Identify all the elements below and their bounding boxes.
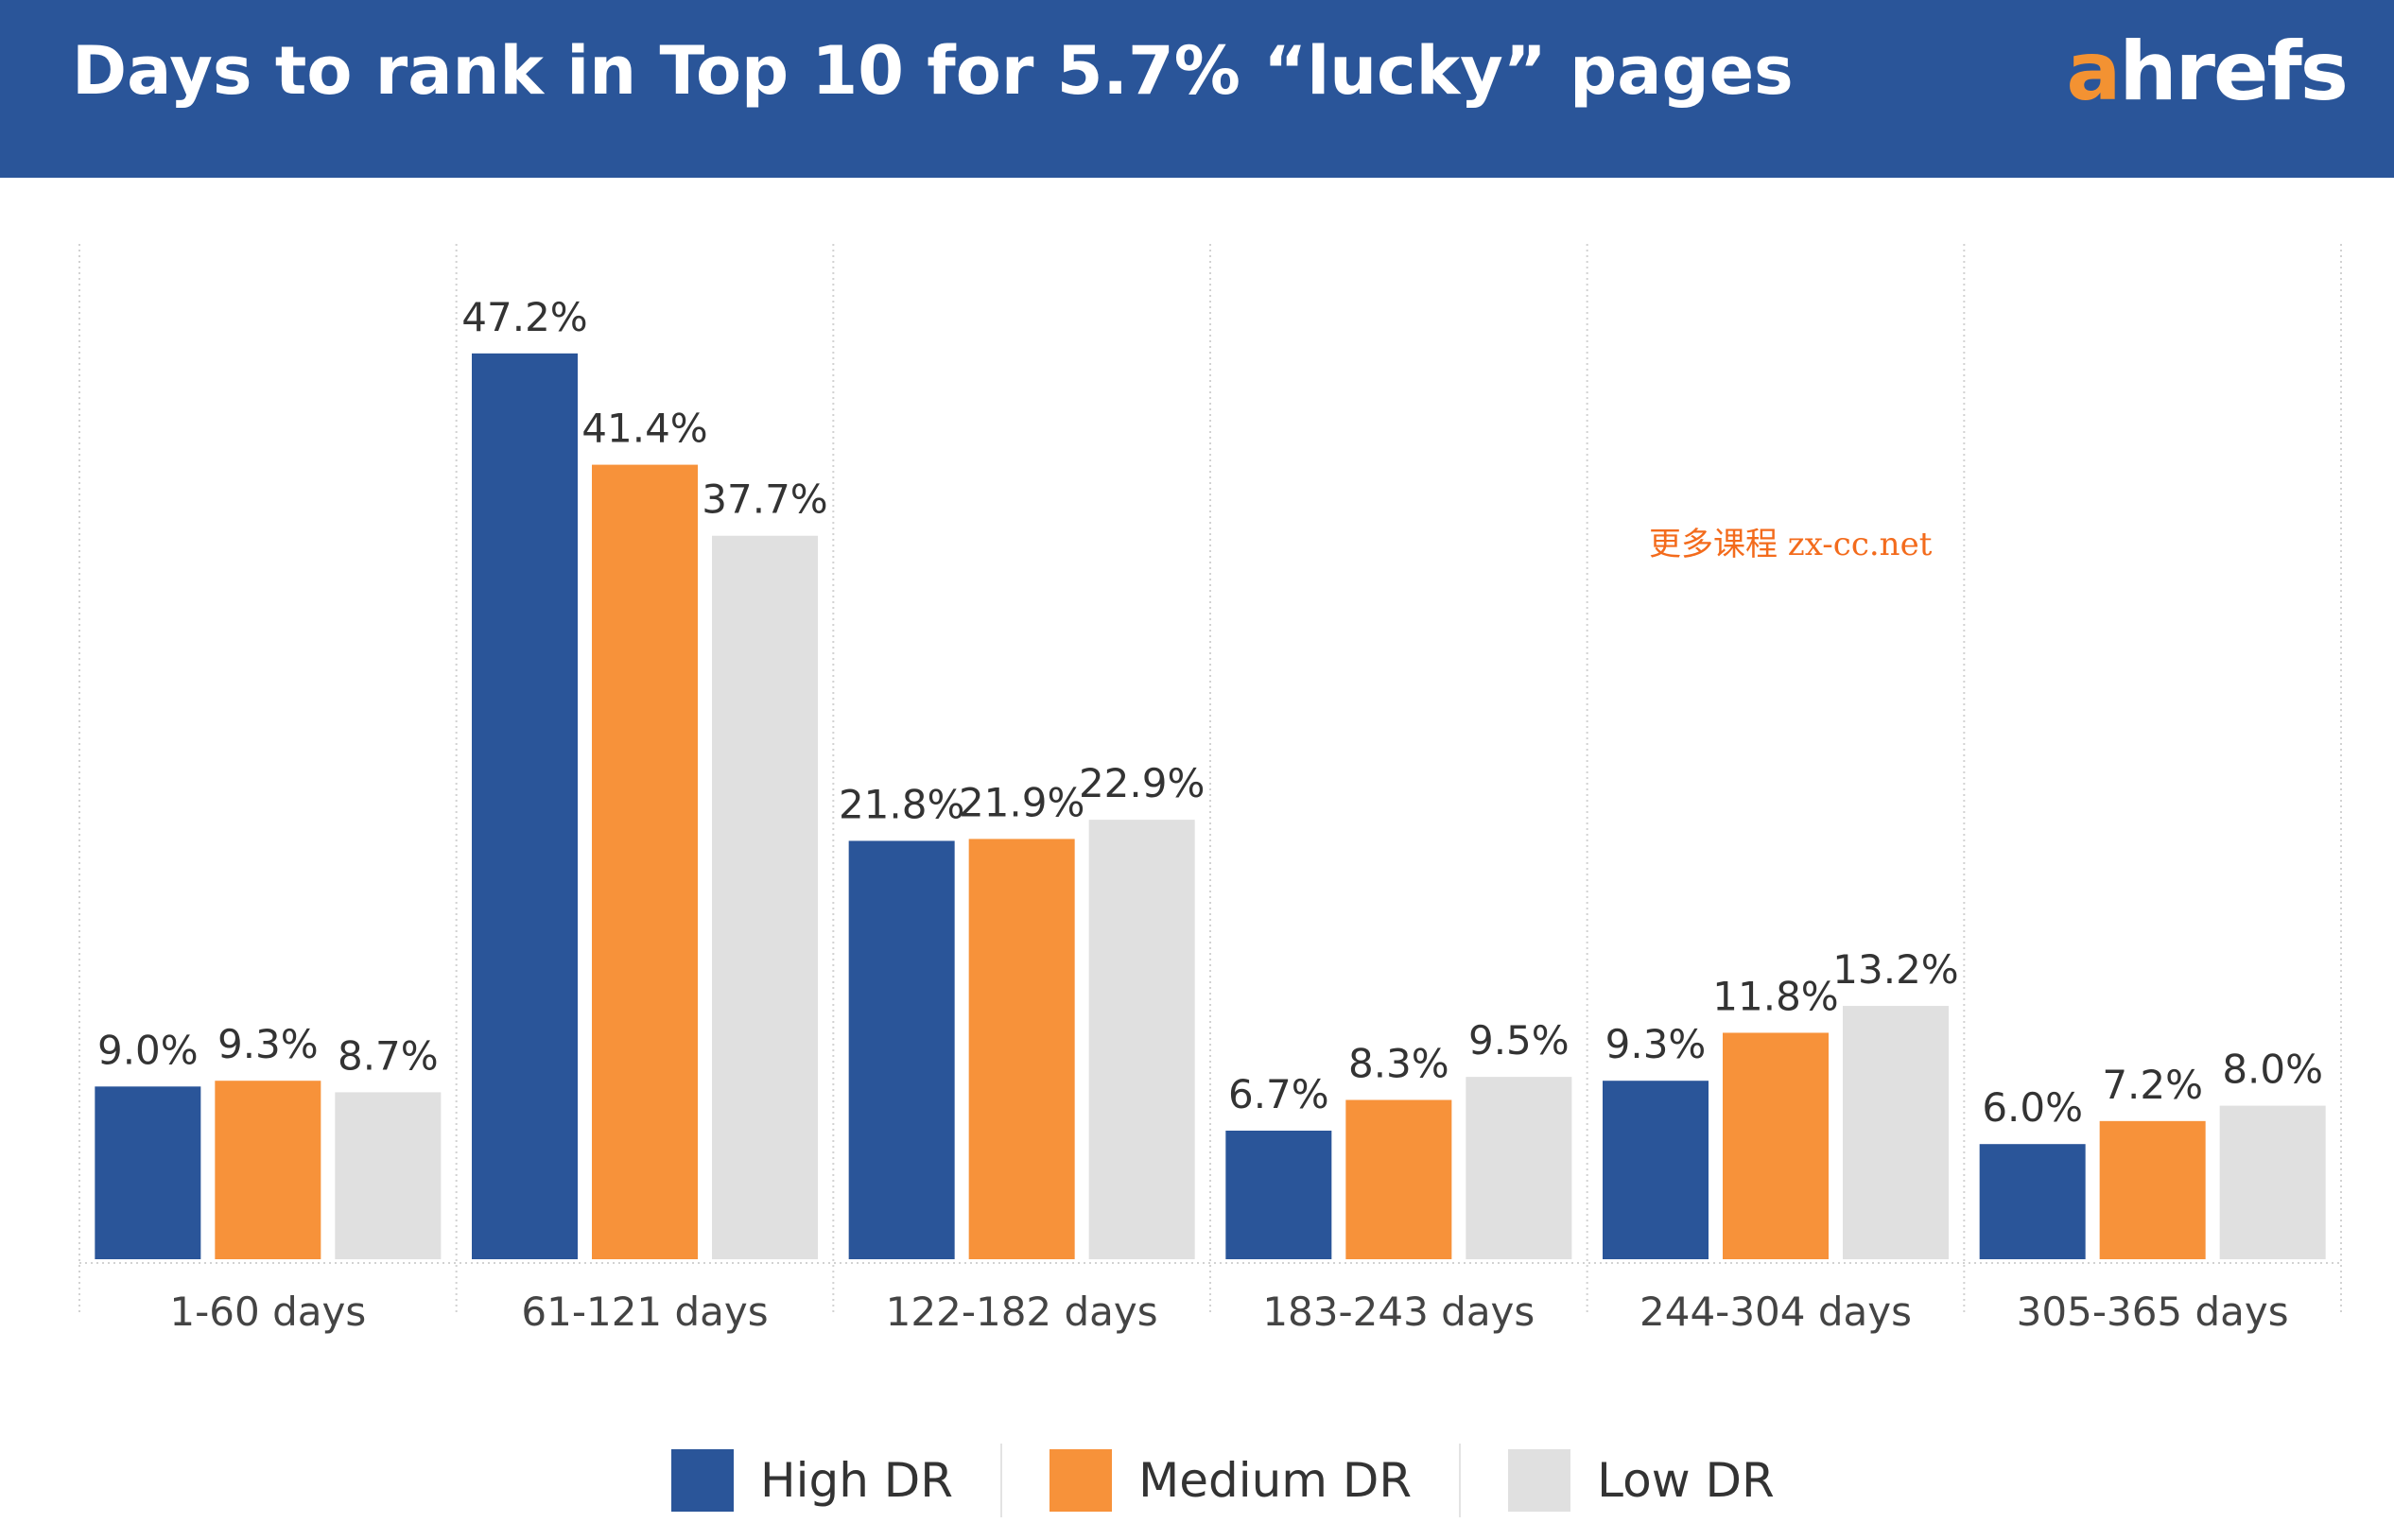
data-label: 9.3% <box>217 1021 319 1067</box>
data-label: 21.8% <box>839 781 964 827</box>
bar-medium-dr <box>968 839 1075 1259</box>
ahrefs-logo: ahrefs <box>2066 25 2349 119</box>
legend-swatch-medium-dr <box>1050 1449 1113 1512</box>
bar-high-dr <box>1603 1081 1709 1259</box>
bar-chart: 9.0% 9.3% 8.7% 1-60 days 47.2% 41.4% 37.7% 61-1… <box>78 244 2342 1335</box>
data-label: 37.7% <box>702 476 827 523</box>
bar-high-dr <box>848 840 955 1259</box>
legend-divider <box>1459 1444 1462 1517</box>
x-tick-label: 61-121 days <box>521 1289 768 1335</box>
bar-high-dr <box>95 1086 201 1259</box>
legend-label-high-dr: High DR <box>760 1453 954 1508</box>
chart-header: Days to rank in Top 10 for 5.7% “lucky” … <box>0 0 2394 178</box>
bar-medium-dr <box>215 1081 321 1259</box>
bar-high-dr <box>1979 1144 2086 1259</box>
data-label: 8.0% <box>2222 1047 2323 1093</box>
legend-swatch-high-dr <box>671 1449 734 1512</box>
data-label: 8.7% <box>338 1032 439 1079</box>
legend-label-medium-dr: Medium DR <box>1138 1453 1413 1508</box>
data-label: 22.9% <box>1079 760 1205 806</box>
bar-low-dr <box>335 1092 442 1259</box>
bar-medium-dr <box>1345 1099 1452 1259</box>
watermark-text: 更多课程 zx-cc.net <box>1649 526 1933 563</box>
bar-medium-dr <box>2099 1120 2206 1259</box>
data-label: 41.4% <box>581 406 707 452</box>
data-label: 9.5% <box>1468 1017 1570 1064</box>
x-tick-label: 305-365 days <box>2017 1289 2289 1335</box>
legend-item-medium-dr: Medium DR <box>1050 1446 1412 1514</box>
x-tick-label: 1-60 days <box>169 1289 366 1335</box>
x-tick-label: 244-304 days <box>1639 1289 1912 1335</box>
data-label: 8.3% <box>1348 1041 1449 1087</box>
legend-item-high-dr: High DR <box>671 1446 953 1514</box>
legend-label-low-dr: Low DR <box>1597 1453 1775 1508</box>
bar-low-dr <box>1466 1077 1572 1259</box>
bar-medium-dr <box>592 464 698 1260</box>
bar-high-dr <box>472 353 578 1260</box>
legend-swatch-low-dr <box>1508 1449 1571 1512</box>
bar-low-dr <box>1088 820 1195 1259</box>
bar-low-dr <box>2219 1105 2326 1259</box>
bar-low-dr <box>1843 1006 1949 1259</box>
data-label: 9.3% <box>1605 1021 1707 1067</box>
data-label: 9.0% <box>97 1027 199 1073</box>
data-label: 13.2% <box>1832 946 1958 993</box>
data-label: 21.9% <box>959 779 1084 825</box>
x-tick-label: 122-182 days <box>886 1289 1158 1335</box>
bar-medium-dr <box>1723 1032 1829 1259</box>
legend-item-low-dr: Low DR <box>1508 1446 1775 1514</box>
x-tick-label: 183-243 days <box>1262 1289 1535 1335</box>
chart-title: Days to rank in Top 10 for 5.7% “lucky” … <box>72 32 1794 110</box>
data-label: 7.2% <box>2102 1062 2203 1108</box>
data-label: 47.2% <box>461 294 587 340</box>
data-label: 6.7% <box>1228 1071 1329 1117</box>
bar-high-dr <box>1225 1130 1332 1259</box>
legend-divider <box>1000 1444 1003 1517</box>
bar-low-dr <box>712 535 818 1259</box>
chart-legend: High DR Medium DR Low DR <box>671 1444 1775 1517</box>
data-label: 11.8% <box>1712 973 1838 1019</box>
data-label: 6.0% <box>1982 1084 2083 1131</box>
